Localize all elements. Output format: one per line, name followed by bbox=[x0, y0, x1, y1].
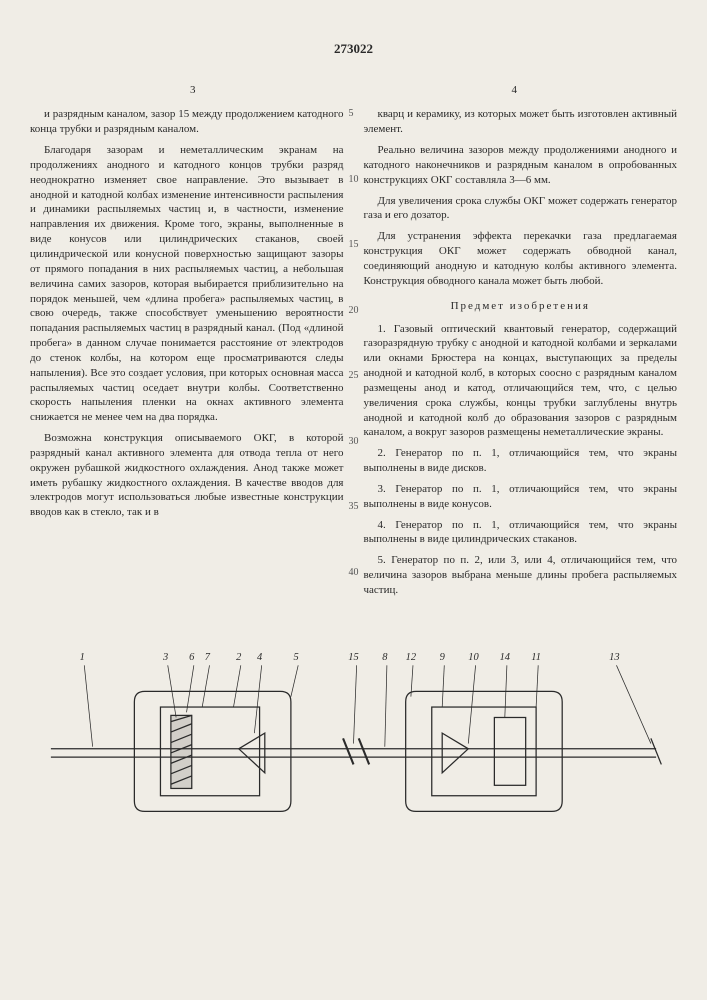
diagram-label: 14 bbox=[500, 652, 510, 663]
page-numbers: 3 4 bbox=[30, 83, 677, 98]
diagram-label: 2 bbox=[236, 652, 241, 663]
diagram-label: 10 bbox=[468, 652, 479, 663]
paragraph: и разрядным каналом, зазор 15 между прод… bbox=[30, 107, 344, 137]
line-num: 25 bbox=[349, 369, 359, 383]
document-number: 273022 bbox=[30, 40, 677, 58]
right-column: кварц и керамику, из которых может быть … bbox=[364, 107, 678, 603]
line-num: 5 bbox=[349, 107, 359, 121]
diagram-label: 8 bbox=[382, 652, 388, 663]
line-num: 30 bbox=[349, 435, 359, 449]
line-num: 40 bbox=[349, 566, 359, 580]
paragraph: Благодаря зазорам и неметаллическим экра… bbox=[30, 143, 344, 425]
paragraph: Реально величина зазоров между продолжен… bbox=[364, 143, 678, 188]
claims-title: Предмет изобретения bbox=[364, 299, 678, 314]
diagram-label: 1 bbox=[80, 652, 85, 663]
line-num: 35 bbox=[349, 500, 359, 514]
page-left: 3 bbox=[190, 83, 196, 98]
paragraph: кварц и керамику, из которых может быть … bbox=[364, 107, 678, 137]
diagram-label: 9 bbox=[440, 652, 446, 663]
diagram-label: 13 bbox=[609, 652, 619, 663]
claim: 3. Генератор по п. 1, отличающийся тем, … bbox=[364, 482, 678, 512]
diagram-label: 11 bbox=[531, 652, 541, 663]
claim: 5. Генератор по п. 2, или 3, или 4, отли… bbox=[364, 553, 678, 598]
diagram-label: 15 bbox=[348, 652, 358, 663]
paragraph: Для увеличения срока службы ОКГ может со… bbox=[364, 194, 678, 224]
content: 5 10 15 20 25 30 35 40 и разрядным канал… bbox=[30, 107, 677, 603]
paragraph: Возможна конструкция описываемого ОКГ, в… bbox=[30, 431, 344, 520]
diagram-label: 5 bbox=[293, 652, 298, 663]
line-num: 10 bbox=[349, 173, 359, 187]
line-numbers: 5 10 15 20 25 30 35 40 bbox=[349, 107, 359, 631]
claim: 1. Газовый оптический квантовый генерато… bbox=[364, 322, 678, 441]
technical-diagram: 137264515812910141113 bbox=[30, 634, 677, 822]
claim: 4. Генератор по п. 1, отличающийся тем, … bbox=[364, 518, 678, 548]
diagram-label: 6 bbox=[189, 652, 195, 663]
line-num: 20 bbox=[349, 304, 359, 318]
diagram-label: 4 bbox=[257, 652, 262, 663]
diagram-label: 3 bbox=[162, 652, 168, 663]
diagram-label: 12 bbox=[406, 652, 416, 663]
page-right: 4 bbox=[512, 83, 518, 98]
left-column: и разрядным каналом, зазор 15 между прод… bbox=[30, 107, 344, 603]
line-num: 15 bbox=[349, 238, 359, 252]
diagram-label: 7 bbox=[205, 652, 211, 663]
paragraph: Для устранения эффекта перекачки газа пр… bbox=[364, 229, 678, 288]
claim: 2. Генератор по п. 1, отличающийся тем, … bbox=[364, 446, 678, 476]
